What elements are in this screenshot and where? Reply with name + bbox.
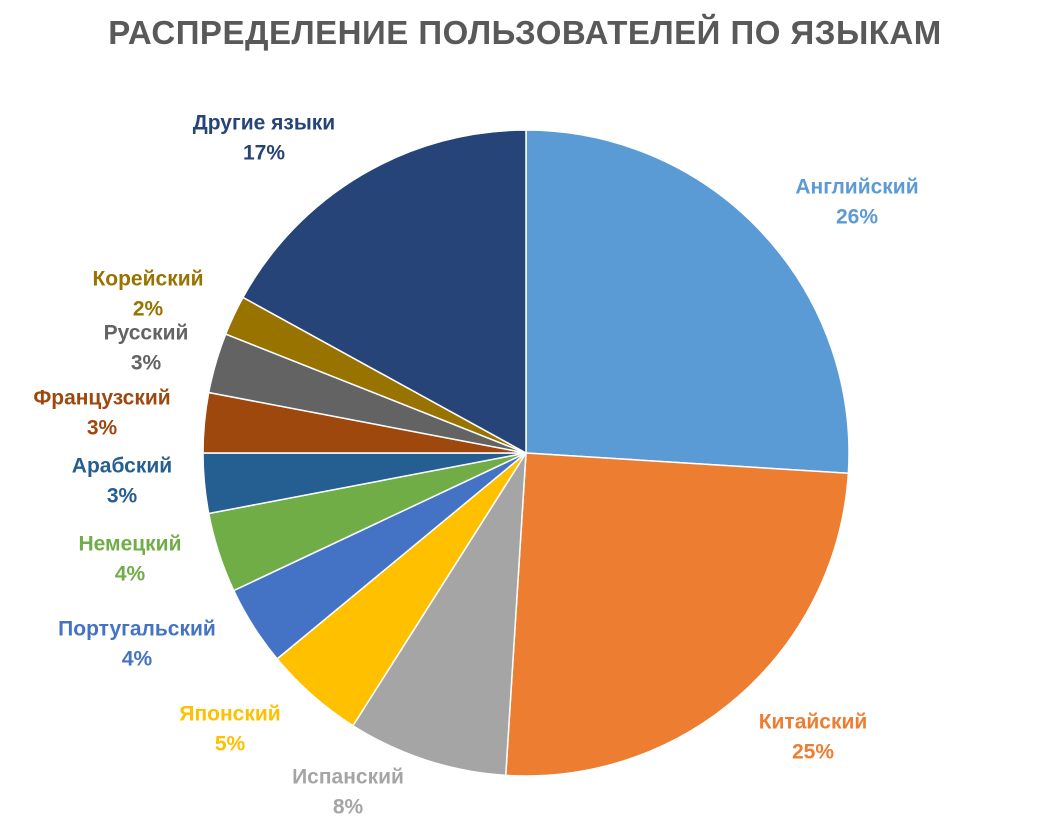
slice-label-japanese: Японский (179, 703, 280, 726)
pie-labels: Английский 26% Китайский 25% Испанский 8% Япон… (33, 112, 918, 819)
slice-label-german: Немецкий (78, 533, 181, 556)
slice-value-arabic: 3% (107, 485, 138, 508)
slice-value-chinese: 25% (792, 741, 834, 764)
slice-value-german: 4% (115, 563, 146, 586)
slice-label-portuguese: Португальский (58, 618, 216, 641)
slice-label-spanish: Испанский (292, 766, 404, 789)
slice-label-other-languages: Другие языки (193, 112, 335, 135)
slice-label-english: Английский (795, 176, 918, 199)
slice-value-russian: 3% (131, 352, 162, 375)
pie-slice-other-languages (241, 129, 527, 455)
slice-value-portuguese: 4% (122, 648, 153, 671)
slice-label-arabic: Арабский (72, 455, 172, 478)
slice-value-other-languages: 17% (243, 142, 285, 165)
slice-value-japanese: 5% (215, 733, 246, 756)
slice-label-french: Французский (33, 387, 170, 410)
slice-label-korean: Корейский (92, 268, 203, 291)
pie-slices (202, 129, 850, 777)
slice-label-chinese: Китайский (759, 711, 868, 734)
pie-slice-chinese (504, 452, 850, 777)
slice-value-spanish: 8% (333, 796, 364, 819)
chart-title: РАСПРЕДЕЛЕНИЕ ПОЛЬЗОВАТЕЛЕЙ ПО ЯЗЫКАМ (108, 14, 942, 51)
pie-slice-spanish (351, 452, 527, 777)
slice-value-korean: 2% (133, 298, 164, 321)
slice-value-english: 26% (836, 206, 878, 229)
pie-slice-english (525, 129, 850, 475)
slice-label-russian: Русский (104, 322, 189, 345)
slice-value-french: 3% (87, 417, 118, 440)
